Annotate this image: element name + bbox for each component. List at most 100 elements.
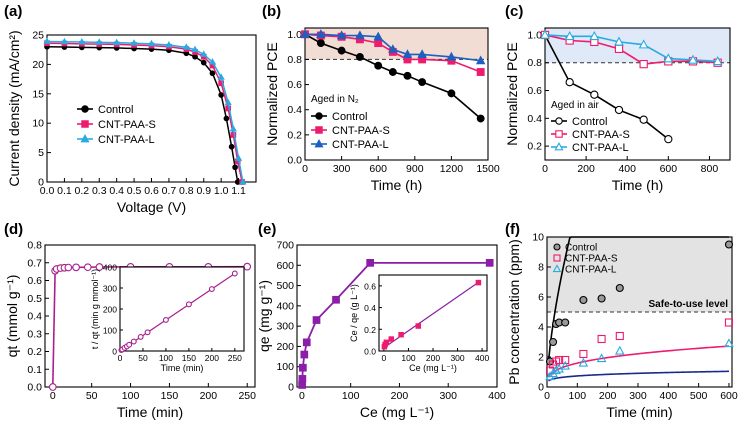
data-point [418, 78, 427, 87]
fit-curve-1 [547, 345, 730, 378]
panel-label-a: (a) [4, 3, 22, 20]
data-point [95, 263, 104, 271]
y-tick-label: 0.2 [287, 129, 302, 141]
x-tick-label: 0 [302, 163, 308, 175]
data-point [615, 331, 624, 341]
inset-data-point [231, 270, 238, 277]
y-tick-label: 0.0 [364, 347, 376, 357]
panel-label-f: (f) [505, 221, 520, 238]
x-tick-label: 400 [488, 390, 506, 402]
inset-data-point [126, 341, 133, 348]
y-tick-label: 10 [32, 118, 44, 130]
y-tick-label: 0.8 [27, 240, 42, 252]
data-point [60, 37, 69, 45]
data-point [83, 263, 92, 272]
y-tick-label: 5 [38, 147, 44, 159]
y-axis-title: Current density (mA/cm²) [6, 30, 22, 186]
x-tick-label: 300 [629, 390, 647, 402]
legend-marker [315, 126, 323, 134]
legend-label: Control [332, 111, 367, 123]
x-tick-label: 0.6 [144, 185, 159, 197]
x-tick-label: 150 [161, 390, 179, 402]
y-tick-label: 0.6 [527, 85, 542, 97]
y-tick-label: 0.5 [27, 293, 42, 305]
x-axis-title: Time (h) [612, 177, 664, 193]
data-point [663, 53, 674, 63]
data-point [712, 55, 723, 66]
legend-label: CNT-PAA-S [98, 119, 156, 131]
data-point [192, 53, 198, 60]
legend-label: CNT-PAA-L [332, 139, 389, 151]
y-tick-label: 0.0 [287, 155, 302, 167]
x-axis-title: Ce (mg L⁻¹) [360, 404, 434, 420]
x-tick-label: 100 [569, 390, 587, 402]
data-point [300, 350, 309, 359]
y-tick-label: 200 [103, 305, 117, 315]
data-point [191, 45, 199, 53]
x-tick-label: 0 [544, 390, 550, 402]
legend-label: CNT-PAA-S [332, 125, 390, 137]
x-tick-label: 300 [333, 163, 351, 175]
data-point [724, 240, 734, 249]
x-tick-label: 1.1 [231, 185, 246, 197]
x-tick-label: 0.0 [40, 185, 55, 197]
series-cnt-paa-l [43, 37, 247, 185]
x-axis-title: Time (min) [117, 404, 183, 420]
inset-x-axis-title: Ce (mg L⁻¹) [409, 363, 457, 373]
panel-label-e: (e) [258, 221, 276, 238]
data-point [374, 61, 383, 70]
x-tick-label: 200 [205, 353, 219, 363]
legend-marker [552, 264, 562, 273]
legend-marker [81, 105, 89, 113]
data-point [200, 50, 208, 57]
panel-label-c: (c) [505, 3, 523, 20]
data-point [374, 39, 383, 48]
data-point [224, 98, 232, 106]
inset-data-point [388, 336, 395, 342]
data-point [302, 338, 311, 347]
data-point [597, 294, 606, 303]
data-point [336, 30, 347, 40]
y-tick-label: 200 [276, 341, 294, 353]
legend-label: CNT-PAA-L [565, 265, 617, 276]
plot-frame [304, 27, 489, 161]
data-point [78, 38, 86, 45]
x-tick-label: 250 [238, 390, 256, 402]
data-point [316, 29, 326, 38]
y-tick-label: 10 [532, 232, 544, 244]
y-axis-title: qt (mmol g⁻¹) [4, 275, 20, 358]
legend-marker [314, 139, 324, 148]
y-tick-label: 15 [32, 88, 44, 100]
x-tick-label: 50 [138, 353, 148, 363]
y-tick-label: 300 [103, 284, 117, 294]
data-point [664, 135, 673, 144]
series-line [304, 33, 482, 120]
fit-curve-2 [548, 370, 729, 382]
y-tick-label: 500 [276, 280, 294, 292]
data-point [614, 44, 624, 53]
x-tick-label: 800 [701, 163, 719, 175]
data-point [596, 353, 607, 363]
data-point [218, 92, 225, 98]
x-tick-label: 200 [391, 390, 409, 402]
data-point [615, 283, 624, 293]
y-tick-label: 0.4 [364, 303, 376, 313]
data-point [208, 58, 217, 65]
inset-data-point [475, 279, 482, 286]
data-point [337, 46, 346, 55]
data-point [417, 49, 427, 58]
data-point [551, 365, 561, 375]
series-cnt-paa-l [300, 29, 486, 65]
legend-label: CNT-PAA-S [565, 254, 618, 265]
y-tick-label: 0.4 [27, 311, 42, 323]
y-tick-label: 0.1 [27, 364, 42, 376]
inset-y-axis-title: Ce / qe (g L⁻¹) [349, 284, 359, 342]
y-tick-label: 0.4 [287, 104, 302, 116]
x-tick-label: 400 [660, 390, 678, 402]
x-tick-label: 600 [369, 163, 387, 175]
data-point [724, 318, 734, 327]
legend-label: Control [572, 116, 607, 128]
data-point [578, 357, 589, 367]
data-point [579, 349, 588, 359]
